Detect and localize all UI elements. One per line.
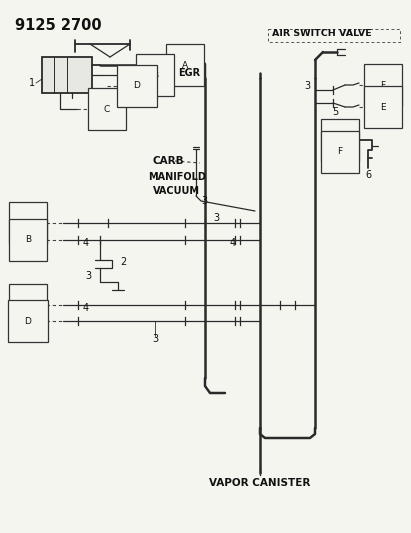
- Text: F: F: [381, 80, 386, 90]
- Text: E: E: [380, 102, 386, 111]
- Text: D: D: [134, 82, 141, 91]
- Text: 3: 3: [201, 196, 207, 206]
- Text: 3: 3: [213, 213, 219, 223]
- Text: 6: 6: [365, 170, 371, 180]
- Text: 3: 3: [152, 334, 158, 344]
- Text: EGR: EGR: [178, 68, 200, 78]
- Text: E: E: [337, 135, 343, 144]
- Text: C: C: [25, 301, 31, 310]
- Text: MANIFOLD
VACUUM: MANIFOLD VACUUM: [148, 172, 206, 196]
- Text: F: F: [337, 148, 342, 157]
- Text: B: B: [152, 70, 158, 79]
- Text: AIR SWITCH VALVE: AIR SWITCH VALVE: [272, 28, 372, 37]
- Text: 3: 3: [85, 271, 91, 281]
- Text: 3: 3: [304, 81, 310, 91]
- Text: 5: 5: [332, 107, 338, 117]
- Text: A: A: [182, 61, 188, 69]
- Text: 4: 4: [83, 238, 89, 248]
- Text: CARB: CARB: [152, 156, 184, 166]
- Text: 9125 2700: 9125 2700: [15, 18, 102, 33]
- Text: 1: 1: [29, 78, 35, 88]
- Text: VAPOR CANISTER: VAPOR CANISTER: [209, 478, 311, 488]
- Text: C: C: [104, 104, 110, 114]
- Text: D: D: [25, 317, 31, 326]
- Text: 4: 4: [230, 238, 236, 248]
- Text: A: A: [25, 219, 31, 228]
- Text: 4: 4: [83, 303, 89, 313]
- Text: 2: 2: [120, 257, 126, 267]
- Text: B: B: [25, 236, 31, 245]
- Bar: [42, 57, 92, 93]
